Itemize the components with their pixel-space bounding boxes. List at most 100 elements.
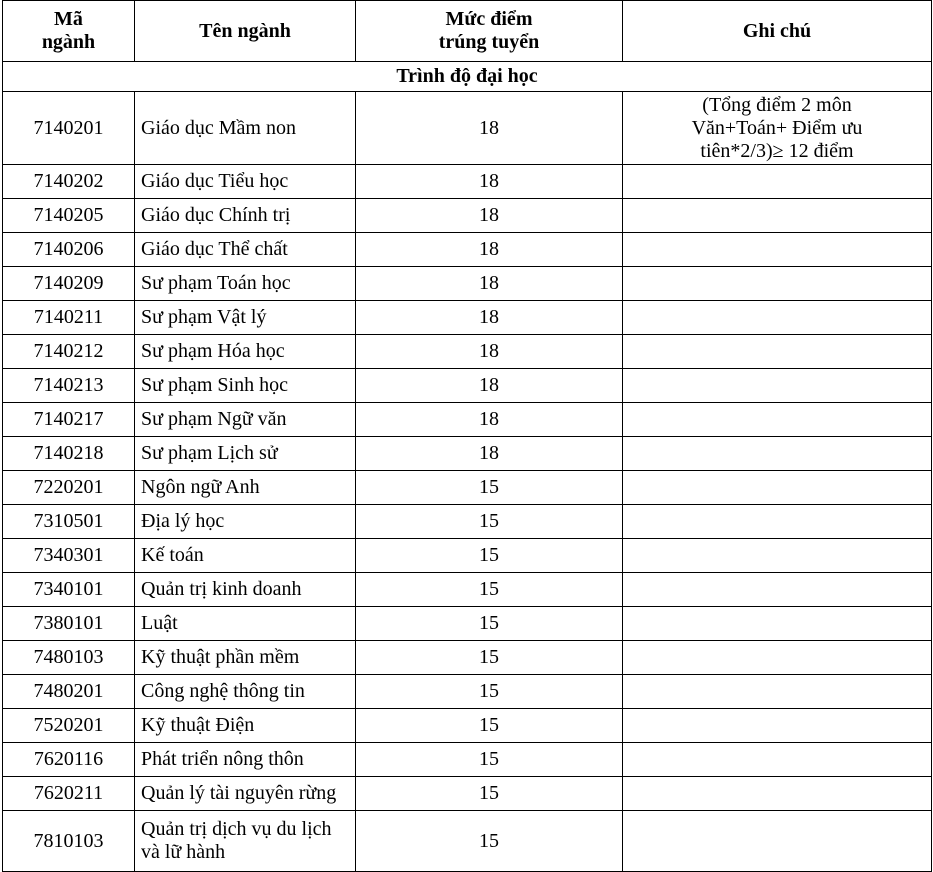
cell-code: 7140206 bbox=[2, 232, 135, 267]
cell-code: 7140202 bbox=[2, 164, 135, 199]
cell-name: Kỹ thuật phần mềm bbox=[134, 640, 356, 675]
section-title: Trình độ đại học bbox=[2, 61, 932, 92]
table-row: 7140211 Sư phạm Vật lý 18 bbox=[2, 300, 932, 335]
cell-code: 7140201 bbox=[2, 91, 135, 165]
cell-note bbox=[622, 368, 932, 403]
cell-name: Sư phạm Ngữ văn bbox=[134, 402, 356, 437]
cell-name: Sư phạm Hóa học bbox=[134, 334, 356, 369]
cell-score: 18 bbox=[355, 164, 623, 199]
cell-score: 15 bbox=[355, 572, 623, 607]
cell-note bbox=[622, 572, 932, 607]
cell-note bbox=[622, 470, 932, 505]
cell-code: 7380101 bbox=[2, 606, 135, 641]
section-row: Trình độ đại học bbox=[2, 61, 932, 92]
cell-name: Sư phạm Vật lý bbox=[134, 300, 356, 335]
cell-name: Kỹ thuật Điện bbox=[134, 708, 356, 743]
cell-score: 18 bbox=[355, 232, 623, 267]
cell-code: 7220201 bbox=[2, 470, 135, 505]
cell-code: 7620211 bbox=[2, 776, 135, 811]
cell-code: 7810103 bbox=[2, 810, 135, 872]
table-row: 7810103 Quản trị dịch vụ du lịch và lữ hà… bbox=[2, 810, 932, 872]
cell-code: 7140217 bbox=[2, 402, 135, 437]
cell-code: 7140205 bbox=[2, 198, 135, 233]
cell-code: 7140218 bbox=[2, 436, 135, 471]
cell-name: Công nghệ thông tin bbox=[134, 674, 356, 709]
table-row: 7140217 Sư phạm Ngữ văn 18 bbox=[2, 402, 932, 437]
table-row: 7220201 Ngôn ngữ Anh 15 bbox=[2, 470, 932, 505]
cell-note bbox=[622, 504, 932, 539]
table-row: 7380101 Luật 15 bbox=[2, 606, 932, 641]
cell-code: 7140213 bbox=[2, 368, 135, 403]
cell-name: Địa lý học bbox=[134, 504, 356, 539]
cell-note bbox=[622, 402, 932, 437]
cell-note bbox=[622, 164, 932, 199]
cell-note bbox=[622, 266, 932, 301]
cell-note bbox=[622, 232, 932, 267]
cell-name: Sư phạm Sinh học bbox=[134, 368, 356, 403]
cell-name: Giáo dục Thể chất bbox=[134, 232, 356, 267]
table-row: 7140205 Giáo dục Chính trị 18 bbox=[2, 198, 932, 233]
table-row: 7620211 Quản lý tài nguyên rừng 15 bbox=[2, 776, 932, 811]
cell-note bbox=[622, 708, 932, 743]
cell-note bbox=[622, 300, 932, 335]
cell-score: 15 bbox=[355, 606, 623, 641]
cell-code: 7310501 bbox=[2, 504, 135, 539]
cell-code: 7140211 bbox=[2, 300, 135, 335]
cell-note bbox=[622, 674, 932, 709]
cell-code: 7140209 bbox=[2, 266, 135, 301]
cell-note bbox=[622, 810, 932, 872]
cell-score: 15 bbox=[355, 742, 623, 777]
cell-name: Luật bbox=[134, 606, 356, 641]
cell-score: 18 bbox=[355, 334, 623, 369]
header-score: Mức điểm trúng tuyển bbox=[355, 0, 623, 62]
table-row: 7620116 Phát triển nông thôn 15 bbox=[2, 742, 932, 777]
cell-score: 18 bbox=[355, 436, 623, 471]
table-row: 7340301 Kế toán 15 bbox=[2, 538, 932, 573]
cell-name: Giáo dục Tiểu học bbox=[134, 164, 356, 199]
cell-score: 15 bbox=[355, 674, 623, 709]
cell-name: Giáo dục Mầm non bbox=[134, 91, 356, 165]
table-row: 7140202 Giáo dục Tiểu học 18 bbox=[2, 164, 932, 199]
cell-score: 15 bbox=[355, 470, 623, 505]
cell-name: Quản lý tài nguyên rừng bbox=[134, 776, 356, 811]
header-name: Tên ngành bbox=[134, 0, 356, 62]
table-row: 7140209 Sư phạm Toán học 18 bbox=[2, 266, 932, 301]
cell-score: 15 bbox=[355, 708, 623, 743]
table-row: 7140201 Giáo dục Mầm non 18 (Tổng điểm 2 mô… bbox=[2, 91, 932, 165]
cell-note bbox=[622, 538, 932, 573]
table-row: 7480103 Kỹ thuật phần mềm 15 bbox=[2, 640, 932, 675]
cell-code: 7620116 bbox=[2, 742, 135, 777]
cell-code: 7140212 bbox=[2, 334, 135, 369]
cell-score: 15 bbox=[355, 810, 623, 872]
cell-score: 18 bbox=[355, 300, 623, 335]
table-row: 7140213 Sư phạm Sinh học 18 bbox=[2, 368, 932, 403]
table-row: 7520201 Kỹ thuật Điện 15 bbox=[2, 708, 932, 743]
cell-score: 18 bbox=[355, 402, 623, 437]
cell-score: 15 bbox=[355, 538, 623, 573]
cell-note: (Tổng điểm 2 môn Văn+Toán+ Điểm ưu tiên*… bbox=[622, 91, 932, 165]
cell-code: 7480103 bbox=[2, 640, 135, 675]
cell-score: 18 bbox=[355, 198, 623, 233]
cell-note bbox=[622, 776, 932, 811]
header-code: Mã ngành bbox=[2, 0, 135, 62]
cell-score: 15 bbox=[355, 504, 623, 539]
header-note: Ghi chú bbox=[622, 0, 932, 62]
cell-score: 15 bbox=[355, 640, 623, 675]
cell-score: 18 bbox=[355, 91, 623, 165]
cell-code: 7340101 bbox=[2, 572, 135, 607]
table-row: 7310501 Địa lý học 15 bbox=[2, 504, 932, 539]
cell-name: Quản trị kinh doanh bbox=[134, 572, 356, 607]
cell-code: 7340301 bbox=[2, 538, 135, 573]
cell-score: 15 bbox=[355, 776, 623, 811]
table-row: 7480201 Công nghệ thông tin 15 bbox=[2, 674, 932, 709]
cell-name: Sư phạm Lịch sử bbox=[134, 436, 356, 471]
table-row: 7140218 Sư phạm Lịch sử 18 bbox=[2, 436, 932, 471]
cell-note bbox=[622, 198, 932, 233]
cell-name: Ngôn ngữ Anh bbox=[134, 470, 356, 505]
table-row: 7140212 Sư phạm Hóa học 18 bbox=[2, 334, 932, 369]
cell-score: 18 bbox=[355, 368, 623, 403]
cell-name: Sư phạm Toán học bbox=[134, 266, 356, 301]
cell-code: 7480201 bbox=[2, 674, 135, 709]
cell-note bbox=[622, 334, 932, 369]
